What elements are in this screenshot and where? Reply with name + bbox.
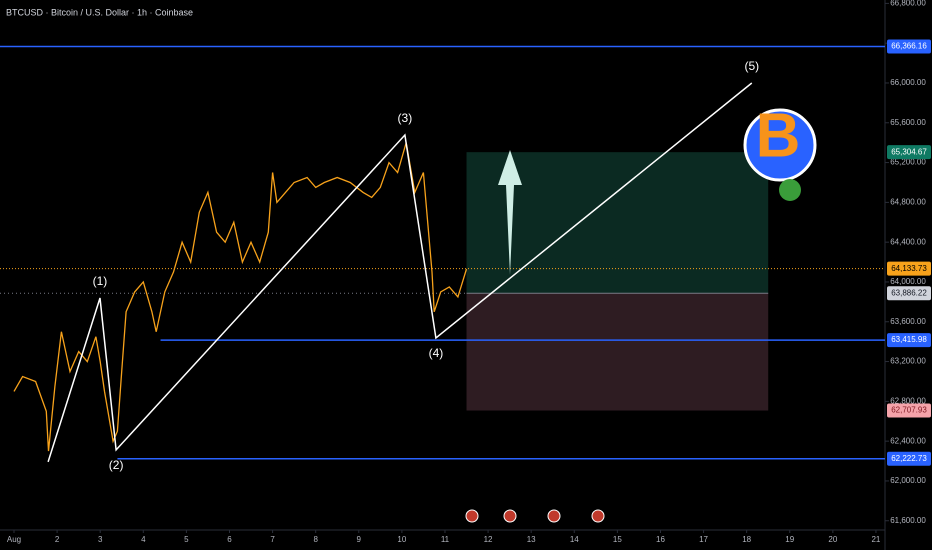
svg-text:B: B (756, 101, 801, 170)
x-tick-label: 6 (227, 535, 232, 544)
price-tag-label: 62,707.93 (891, 406, 927, 415)
price-tag-label: 64,133.73 (891, 264, 927, 273)
x-tick-label: 11 (441, 535, 450, 544)
price-tag (887, 333, 931, 348)
x-tick-label: 20 (828, 535, 837, 544)
x-tick-label: 13 (527, 535, 536, 544)
x-tick-label: 21 (871, 535, 880, 544)
wave-label: (2) (109, 458, 124, 472)
x-tick-label: 19 (785, 535, 794, 544)
x-tick-label: 10 (397, 535, 406, 544)
stop-zone (466, 293, 769, 411)
x-tick-label: 2 (55, 535, 60, 544)
y-tick-label: 62,000.00 (890, 476, 926, 485)
x-tick-label: 4 (141, 535, 146, 544)
wave-label: (1) (93, 274, 108, 288)
price-tag (887, 261, 931, 276)
y-tick-label: 64,800.00 (890, 197, 926, 206)
price-tag-label: 66,366.16 (891, 42, 927, 51)
x-tick-label: 15 (613, 535, 622, 544)
wave-label: (3) (398, 111, 413, 125)
price-tag-label: 65,304.67 (891, 147, 927, 156)
x-tick-label: 16 (656, 535, 665, 544)
price-tag (887, 39, 931, 54)
wave-label: (4) (429, 346, 444, 360)
x-tick-label: 8 (313, 535, 318, 544)
price-tag (887, 451, 931, 466)
y-tick-label: 63,600.00 (890, 317, 926, 326)
y-tick-label: 66,800.00 (890, 0, 926, 7)
x-tick-label: 18 (742, 535, 751, 544)
y-tick-label: 61,600.00 (890, 516, 926, 525)
x-tick-label: 5 (184, 535, 189, 544)
y-tick-label: 64,400.00 (890, 237, 926, 246)
x-tick-label: 17 (699, 535, 708, 544)
y-tick-label: 65,600.00 (890, 118, 926, 127)
y-tick-label: 65,200.00 (890, 158, 926, 167)
x-tick-label: 9 (357, 535, 362, 544)
x-tick-label: 14 (570, 535, 579, 544)
wave-line (47, 82, 753, 463)
price-line (13, 142, 468, 452)
price-tag-label: 63,886.22 (891, 288, 927, 297)
chart-title: BTCUSD · Bitcoin / U.S. Dollar · 1h · Co… (6, 7, 193, 17)
event-icons (465, 509, 605, 523)
y-tick-label: 62,800.00 (890, 396, 926, 405)
x-tick-label: 3 (98, 535, 103, 544)
y-tick-label: 63,200.00 (890, 357, 926, 366)
price-tag-label: 63,415.98 (891, 335, 927, 344)
plot: (1) (2) (3) (4) (5) (0, 2, 889, 533)
logo: B (743, 101, 817, 201)
x-tick-label: Aug (7, 535, 21, 544)
x-tick-label: 12 (484, 535, 493, 544)
y-tick-label: 66,000.00 (890, 78, 926, 87)
price-tag (887, 403, 931, 418)
y-tick-label: 62,400.00 (890, 436, 926, 445)
x-tick-label: 7 (270, 535, 275, 544)
price-tag (887, 145, 931, 160)
price-tag-label: 62,222.73 (891, 454, 927, 463)
arrow (498, 150, 522, 275)
wave-label: (5) (744, 59, 759, 73)
price-tag (887, 286, 931, 301)
y-tick-label: 64,000.00 (890, 277, 926, 286)
